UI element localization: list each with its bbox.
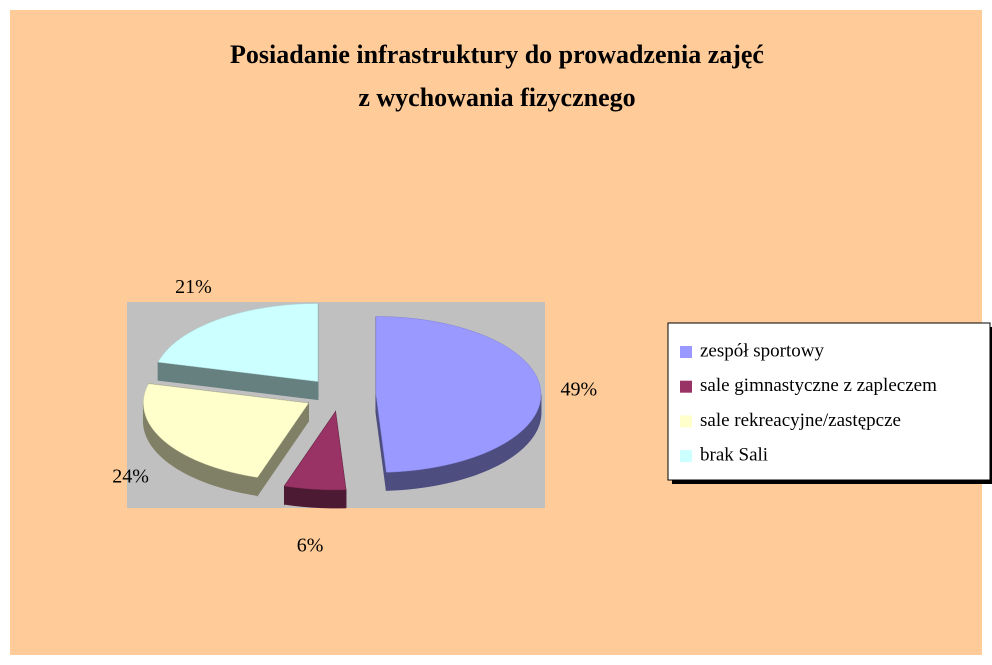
slice — [375, 316, 542, 473]
data-label: 24% — [112, 466, 149, 488]
legend-label: sale rekreacyjne/zastępcze — [700, 410, 901, 431]
legend-label: sale gimnastyczne z zapleczem — [700, 375, 937, 396]
legend-label: brak Sali — [700, 444, 768, 465]
legend-swatch — [680, 346, 692, 358]
legend — [667, 322, 991, 481]
chart-title: Posiadanie infrastruktury do prowadzenia… — [230, 40, 764, 69]
legend-label: zespół sportowy — [700, 340, 825, 361]
legend-swatch — [680, 450, 692, 463]
data-label: 21% — [175, 276, 212, 298]
data-label: 49% — [561, 378, 598, 400]
legend-swatch — [680, 380, 692, 393]
slice — [157, 303, 319, 382]
data-label: 6% — [297, 535, 324, 557]
slice — [284, 411, 347, 491]
chart-title: z wychowania fizycznego — [358, 83, 635, 112]
legend-swatch — [680, 415, 692, 428]
slice — [143, 383, 309, 478]
